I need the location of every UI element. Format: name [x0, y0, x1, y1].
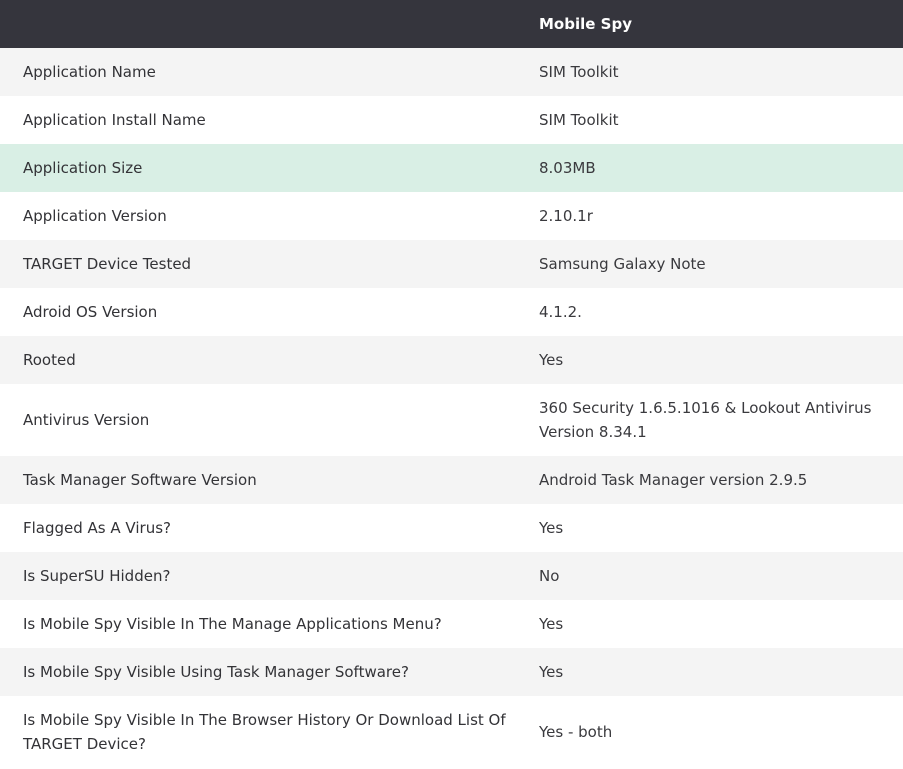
- row-value: SIM Toolkit: [539, 111, 619, 129]
- table-row: Rooted Yes: [0, 336, 903, 384]
- row-value: 4.1.2.: [539, 303, 582, 321]
- table-row: Is Mobile Spy Visible Using Task Manager…: [0, 648, 903, 696]
- table-row-highlighted: Application Size 8.03MB: [0, 144, 903, 192]
- table-row: Adroid OS Version 4.1.2.: [0, 288, 903, 336]
- row-value: Yes: [539, 519, 564, 537]
- row-value: 360 Security 1.6.5.1016 & Lookout Antivi…: [539, 399, 872, 441]
- row-label: Adroid OS Version: [23, 303, 158, 321]
- row-label: Application Size: [0, 144, 516, 192]
- row-label: Application Version: [23, 207, 167, 225]
- table-row: Application Install Name SIM Toolkit: [0, 96, 903, 144]
- table-row: Task Manager Software Version Android Ta…: [0, 456, 903, 504]
- row-label: Flagged As A Virus?: [23, 519, 171, 537]
- table-row: Application Name SIM Toolkit: [0, 48, 903, 96]
- row-value: 2.10.1r: [539, 207, 593, 225]
- table-row: Is Mobile Spy Visible In The Manage Appl…: [0, 600, 903, 648]
- row-label: TARGET Device Tested: [0, 240, 516, 288]
- row-value: Yes: [516, 648, 903, 696]
- table-row: Application Version 2.10.1r: [0, 192, 903, 240]
- row-label: Task Manager Software Version: [0, 456, 516, 504]
- table-row: Is Mobile Spy Visible In The Browser His…: [0, 696, 903, 768]
- row-label: Is Mobile Spy Visible In The Browser His…: [23, 711, 506, 753]
- row-value: Yes - both: [539, 723, 613, 741]
- table-row: Antivirus Version 360 Security 1.6.5.101…: [0, 384, 903, 456]
- table-row: TARGET Device Tested Samsung Galaxy Note: [0, 240, 903, 288]
- table-row: Flagged As A Virus? Yes: [0, 504, 903, 552]
- row-label: Is Mobile Spy Visible In The Manage Appl…: [23, 615, 442, 633]
- header-product-column: Mobile Spy: [516, 0, 903, 48]
- row-value: Samsung Galaxy Note: [516, 240, 903, 288]
- row-label: Application Name: [0, 48, 516, 96]
- row-value: Yes: [516, 336, 903, 384]
- row-value: SIM Toolkit: [516, 48, 903, 96]
- header-label-column: [0, 0, 516, 48]
- row-value: No: [516, 552, 903, 600]
- table-header-row: Mobile Spy: [0, 0, 903, 48]
- row-label: Application Install Name: [23, 111, 206, 129]
- row-value: 8.03MB: [516, 144, 903, 192]
- row-label: Rooted: [0, 336, 516, 384]
- row-label: Is SuperSU Hidden?: [0, 552, 516, 600]
- row-label: Antivirus Version: [23, 411, 150, 429]
- row-value: Yes: [539, 615, 564, 633]
- table-row: Is SuperSU Hidden? No: [0, 552, 903, 600]
- row-value: Android Task Manager version 2.9.5: [516, 456, 903, 504]
- row-label: Is Mobile Spy Visible Using Task Manager…: [0, 648, 516, 696]
